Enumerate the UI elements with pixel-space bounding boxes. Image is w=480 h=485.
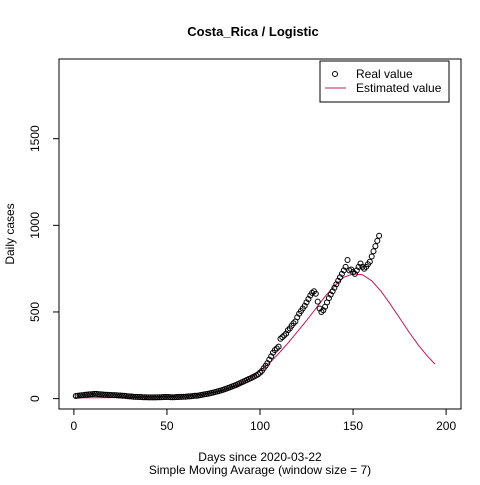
real-points-layer (72, 232, 383, 401)
real-value-point (374, 237, 381, 244)
real-value-point (268, 353, 275, 360)
real-value-point (320, 307, 327, 314)
real-value-point (126, 393, 133, 400)
chart-title: Costa_Rica / Logistic (187, 24, 318, 39)
real-value-point (312, 290, 319, 297)
real-value-point (342, 263, 349, 270)
real-value-point (184, 393, 191, 400)
real-value-point (136, 394, 142, 400)
real-value-point (370, 248, 377, 255)
real-value-point (108, 392, 115, 398)
real-value-point (314, 298, 321, 305)
x-axis: 0 50 100 150 200 (71, 408, 456, 433)
real-value-point (376, 232, 383, 239)
real-value-point (366, 258, 373, 265)
real-value-point (301, 302, 308, 309)
x-tick-label: 100 (250, 419, 270, 433)
real-value-point (115, 392, 122, 399)
real-value-point (273, 345, 280, 352)
plot-area (58, 58, 462, 410)
legend-box (319, 60, 450, 103)
real-value-point (361, 265, 368, 272)
real-value-point (329, 288, 336, 295)
real-value-point (191, 392, 198, 399)
real-value-point (350, 269, 357, 276)
x-axis-label: Days since 2020-03-22 (198, 450, 322, 464)
x-axis-subtitle: Simple Moving Avarage (window size = 7) (149, 463, 371, 477)
y-tick-label: 1500 (28, 125, 42, 152)
real-value-point (177, 393, 183, 400)
y-axis: 0 500 1000 1500 (28, 125, 60, 402)
real-value-point (169, 394, 176, 401)
real-value-point (353, 267, 360, 274)
real-value-point (102, 391, 109, 398)
real-value-point (149, 394, 156, 401)
real-value-point (141, 394, 148, 401)
real-value-point (147, 394, 154, 401)
legend-label-real: Real value (356, 67, 413, 81)
y-tick-label: 1000 (28, 212, 42, 239)
real-value-point (91, 390, 98, 397)
real-value-point (275, 343, 282, 350)
real-value-point (106, 392, 113, 398)
real-value-point (284, 327, 291, 334)
legend-point-marker (332, 71, 338, 77)
real-value-point (325, 295, 332, 302)
real-value-point (173, 394, 180, 400)
real-value-point (110, 392, 116, 399)
real-value-point (281, 332, 288, 339)
real-value-point (145, 394, 152, 401)
x-tick-label: 200 (436, 419, 456, 433)
real-value-point (139, 394, 146, 401)
x-tick-label: 50 (160, 419, 174, 433)
x-tick-label: 150 (343, 419, 363, 433)
real-value-point (359, 263, 366, 270)
real-value-point (154, 394, 161, 401)
real-value-point (316, 305, 323, 312)
y-axis-label: Daily cases (3, 203, 17, 264)
real-value-point (96, 391, 103, 398)
real-value-point (162, 394, 169, 400)
real-value-point (277, 335, 284, 342)
real-value-point (318, 309, 325, 315)
real-value-point (132, 393, 139, 400)
real-value-point (283, 330, 290, 337)
real-value-point (180, 393, 187, 400)
legend-label-estimated: Estimated value (356, 81, 442, 95)
y-tick-label: 0 (28, 395, 42, 402)
real-value-point (372, 243, 379, 250)
real-value-point (119, 392, 126, 399)
real-value-point (160, 394, 167, 400)
legend: Real value Estimated value (319, 60, 450, 103)
x-tick-label: 0 (71, 419, 78, 433)
real-value-point (344, 257, 351, 263)
real-value-point (167, 394, 174, 401)
real-value-point (163, 394, 170, 400)
real-value-point (156, 394, 163, 401)
real-value-point (335, 277, 342, 284)
real-value-point (368, 253, 375, 260)
real-value-point (150, 394, 157, 401)
real-value-point (175, 394, 182, 400)
y-tick-label: 500 (28, 302, 42, 322)
